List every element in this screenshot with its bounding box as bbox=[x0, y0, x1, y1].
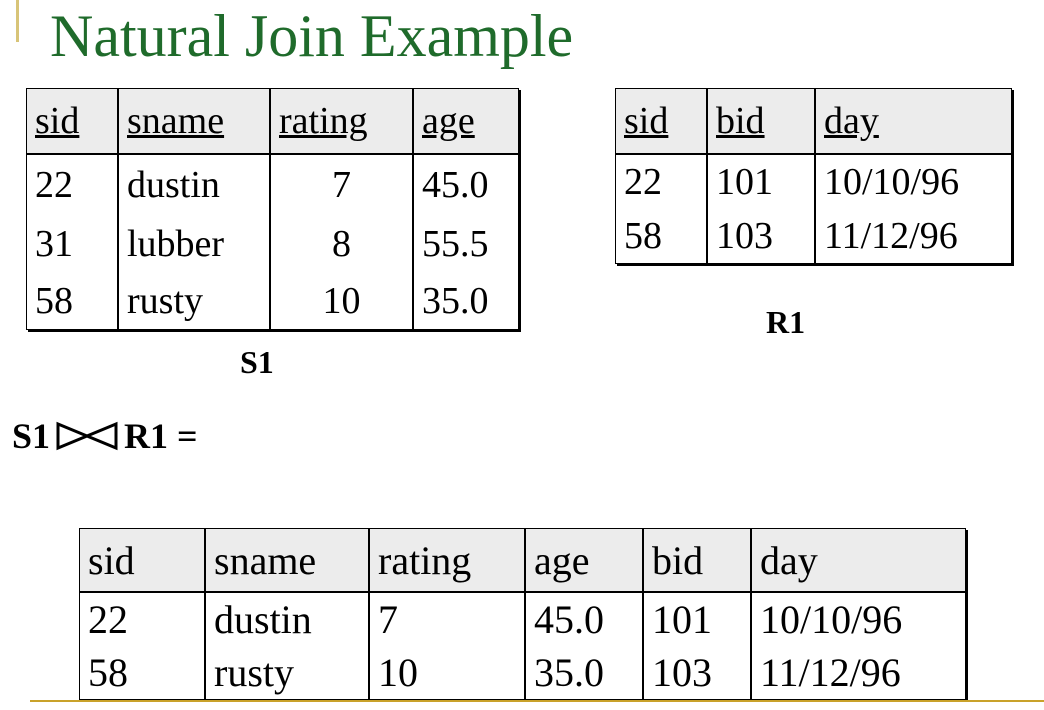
table-cell: 35.0 bbox=[412, 272, 519, 330]
column-header: day bbox=[814, 88, 1012, 155]
column-header: sid bbox=[79, 528, 205, 593]
table-row: 22 dustin 7 45.0 101 10/10/96 bbox=[80, 592, 966, 646]
table-cell: 45.0 bbox=[524, 592, 643, 646]
page-title: Natural Join Example bbox=[50, 3, 574, 69]
table-row: 58 rusty 10 35.0 103 11/12/96 bbox=[80, 646, 966, 700]
result-table: sid sname rating age bid day 22 dustin 7… bbox=[79, 528, 966, 700]
column-header: age bbox=[524, 528, 643, 593]
table-cell: 7 bbox=[368, 592, 525, 646]
table-cell: 11/12/96 bbox=[814, 209, 1012, 264]
s1-table: sid sname rating age 22 dustin 7 45.0 31… bbox=[26, 88, 519, 330]
table-cell: 55.5 bbox=[412, 215, 519, 272]
column-header: sname bbox=[204, 528, 369, 593]
table-cell: 11/12/96 bbox=[750, 646, 966, 700]
column-header: sid bbox=[615, 88, 707, 155]
table-cell: 35.0 bbox=[524, 646, 643, 700]
table-header-row: sid sname rating age bid day bbox=[79, 528, 966, 593]
column-header: bid bbox=[642, 528, 751, 593]
table-cell: 8 bbox=[269, 215, 413, 272]
table-cell: 10 bbox=[269, 272, 413, 330]
column-header: rating bbox=[269, 88, 413, 155]
column-header: day bbox=[750, 528, 966, 593]
table-cell: rusty bbox=[117, 272, 270, 330]
table-cell: 31 bbox=[35, 222, 73, 265]
table-cell: 101 bbox=[706, 154, 815, 209]
column-header: sname bbox=[117, 88, 270, 155]
join-expression: S1 R1 = bbox=[12, 413, 198, 459]
column-header: sid bbox=[26, 88, 118, 155]
table-cell: rusty bbox=[204, 646, 369, 700]
table-cell: 22 bbox=[88, 597, 128, 642]
bowtie-join-icon bbox=[56, 421, 118, 451]
table-cell: 10 bbox=[368, 646, 525, 700]
join-left-operand: S1 bbox=[12, 416, 51, 456]
s1-label: S1 bbox=[240, 344, 274, 380]
table-cell: 58 bbox=[35, 279, 73, 322]
table-cell: 22 bbox=[35, 164, 73, 206]
table-row: 31 lubber 8 55.5 bbox=[27, 215, 519, 272]
table-cell: 103 bbox=[706, 209, 815, 264]
table-cell: 22 bbox=[624, 161, 662, 203]
table-cell: 10/10/96 bbox=[814, 154, 1012, 209]
column-header: age bbox=[412, 88, 519, 155]
r1-table: sid bid day 22 101 10/10/96 58 103 11/12… bbox=[615, 88, 1012, 264]
table-row: 22 101 10/10/96 bbox=[616, 154, 1012, 209]
table-row: 58 103 11/12/96 bbox=[616, 209, 1012, 264]
table-cell: 58 bbox=[88, 650, 128, 695]
table-cell: 103 bbox=[642, 646, 751, 700]
table-cell: 7 bbox=[269, 154, 413, 215]
table-header-row: sid sname rating age bbox=[26, 88, 519, 155]
table-cell: dustin bbox=[204, 592, 369, 646]
table-cell: 45.0 bbox=[412, 154, 519, 215]
table-cell: 58 bbox=[624, 215, 662, 257]
table-row: 22 dustin 7 45.0 bbox=[27, 154, 519, 215]
table-header-row: sid bid day bbox=[615, 88, 1012, 155]
join-right-operand: R1 = bbox=[124, 416, 198, 456]
column-header: rating bbox=[368, 528, 525, 593]
table-row: 58 rusty 10 35.0 bbox=[27, 272, 519, 330]
accent-bar bbox=[16, 0, 19, 42]
table-cell: 101 bbox=[642, 592, 751, 646]
table-cell: 10/10/96 bbox=[750, 592, 966, 646]
table-cell: lubber bbox=[117, 215, 270, 272]
bottom-rule bbox=[30, 700, 1044, 702]
r1-label: R1 bbox=[766, 304, 806, 340]
column-header: bid bbox=[706, 88, 815, 155]
table-cell: dustin bbox=[117, 154, 270, 215]
